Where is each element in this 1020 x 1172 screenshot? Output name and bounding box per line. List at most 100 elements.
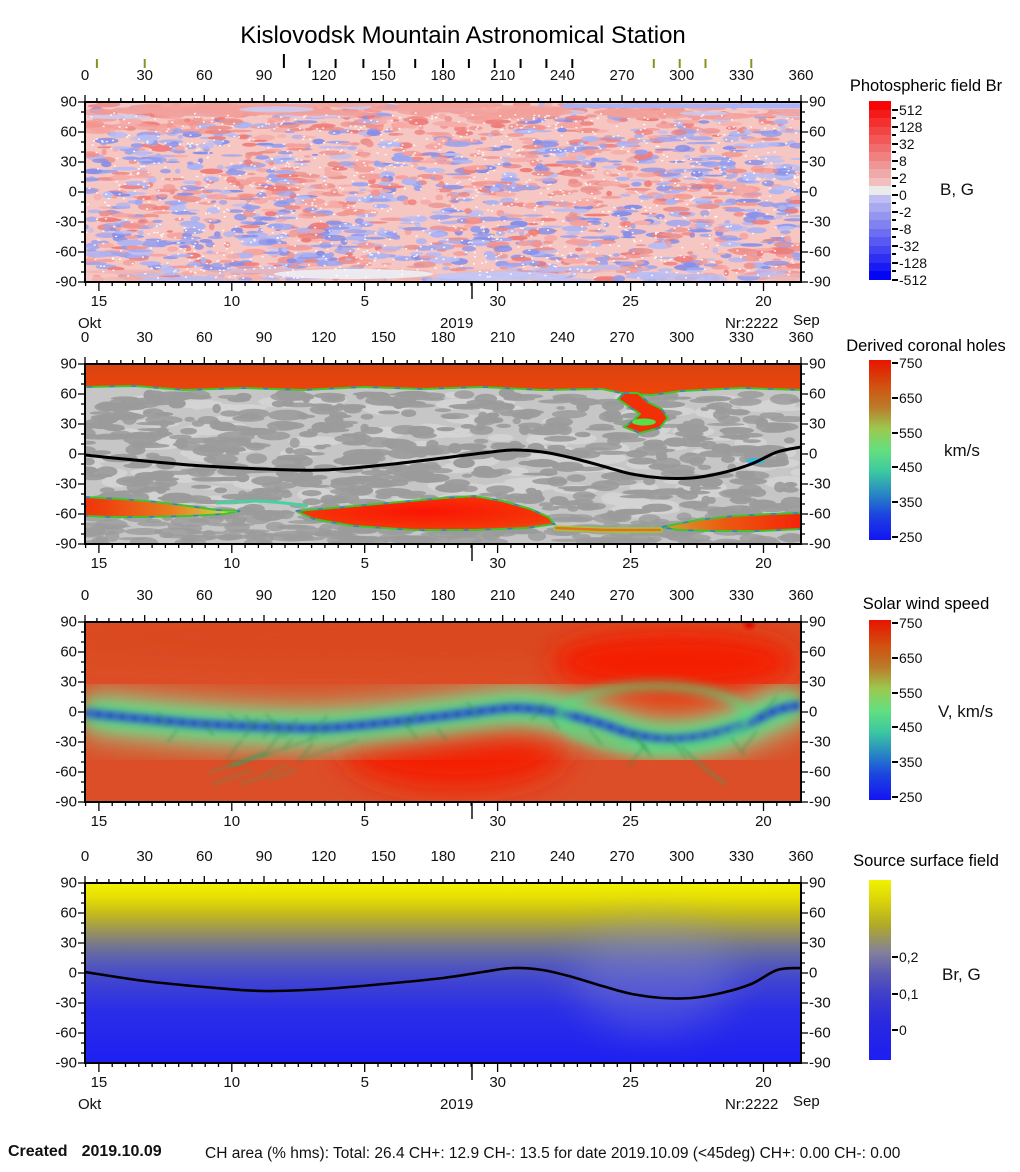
lon-tick-label: 180 xyxy=(430,587,456,604)
colorbar-minor-tick xyxy=(892,219,896,222)
solar-wind-speed-map xyxy=(78,615,808,819)
lon-tick-label: 120 xyxy=(311,67,337,84)
colorbar-tick-label: 0 xyxy=(899,1022,907,1039)
lat-tick-label: 60 xyxy=(809,385,826,403)
colorbar-tick xyxy=(892,261,898,264)
lat-tick-label: 90 xyxy=(809,613,826,631)
lat-tick-label: 0 xyxy=(68,183,77,201)
colorbar-wind-speed xyxy=(869,620,891,800)
unit-label-bg: B, G xyxy=(940,180,975,199)
lat-tick-label: -90 xyxy=(55,273,77,291)
lon-tick-label: 330 xyxy=(728,329,754,346)
month-label-right: Sep xyxy=(793,1093,820,1110)
colorbar-segment xyxy=(869,109,891,119)
lat-tick-label: 60 xyxy=(60,385,77,403)
lon-tick-label: 120 xyxy=(311,848,337,865)
date-tick-label: 20 xyxy=(755,813,772,830)
colorbar-tick-label: 32 xyxy=(899,135,915,152)
colorbar-tick-label: 0,2 xyxy=(899,949,919,966)
lat-tick-label: 0 xyxy=(809,703,818,721)
colorbar-segment xyxy=(869,254,891,264)
lat-tick-label: 0 xyxy=(68,445,77,463)
colorbar-title-source-surface: Source surface field xyxy=(853,852,999,870)
lon-tick-label: 150 xyxy=(370,848,396,865)
lon-tick-label: 90 xyxy=(255,587,273,604)
date-tick-label: 25 xyxy=(622,293,639,310)
lon-tick-label: 0 xyxy=(80,67,90,84)
colorbar-minor-tick xyxy=(892,117,896,120)
lon-tick-label: 270 xyxy=(609,67,635,84)
lon-tick-label: 270 xyxy=(609,587,635,604)
date-tick-label: 15 xyxy=(90,813,108,830)
colorbar-tick-label: 8 xyxy=(899,152,907,169)
lon-tick-label: 210 xyxy=(490,67,516,84)
lon-tick-label: 240 xyxy=(549,67,575,84)
lat-tick-label: 30 xyxy=(60,153,77,171)
colorbar-segment xyxy=(869,143,891,153)
lat-tick-label: -90 xyxy=(809,535,831,553)
created-stamp: Created 2019.10.09 xyxy=(8,1143,176,1161)
colorbar-tick-label: 450 xyxy=(899,719,923,736)
lat-tick-label: 30 xyxy=(809,415,826,433)
date-tick-label: 15 xyxy=(90,1074,108,1091)
colorbar-tick-label: 2 xyxy=(899,169,907,186)
lon-tick-label: 240 xyxy=(549,587,575,604)
lat-tick-label: 90 xyxy=(60,874,77,892)
colorbar-tick-label: 512 xyxy=(899,101,923,118)
date-tick-label: 15 xyxy=(90,555,108,572)
lat-tick-label: -90 xyxy=(809,273,831,291)
colorbar-title-wind-speed: Solar wind speed xyxy=(862,595,990,613)
colorbar-tick-label: 250 xyxy=(899,789,923,806)
lon-tick-label: 0 xyxy=(80,329,90,346)
colorbar-tick-label: 650 xyxy=(899,389,923,406)
lat-tick-label: -60 xyxy=(55,763,77,781)
unit-label-kms: km/s xyxy=(944,441,980,460)
date-tick-label: 5 xyxy=(360,813,369,830)
source-surface-field-map xyxy=(78,876,808,1080)
lat-tick-label: 60 xyxy=(60,643,77,661)
lon-tick-label: 270 xyxy=(609,848,635,865)
lon-tick-label: 300 xyxy=(669,848,695,865)
lat-tick-label: 90 xyxy=(809,93,826,111)
colorbar-source-surface xyxy=(869,880,891,1060)
lat-tick-label: -60 xyxy=(55,1024,77,1042)
colorbar-title-photospheric: Photospheric field Br xyxy=(849,77,1003,95)
colorbar-tick-label: -2 xyxy=(899,203,912,220)
lon-tick-label: 120 xyxy=(311,329,337,346)
lon-tick-label: 0 xyxy=(80,848,90,865)
lat-tick-label: 60 xyxy=(60,904,77,922)
colorbar-segment xyxy=(869,126,891,136)
colorbar-tick xyxy=(892,691,898,694)
lat-tick-label: 90 xyxy=(60,93,77,111)
date-tick-label: 30 xyxy=(489,555,507,572)
lon-tick-label: 150 xyxy=(370,67,396,84)
colorbar-photospheric xyxy=(869,101,891,281)
lon-tick-label: 360 xyxy=(788,67,814,84)
rotation-number: Nr:2222 xyxy=(725,1096,779,1113)
lat-tick-label: 90 xyxy=(60,355,77,373)
colorbar-segment xyxy=(869,262,891,272)
date-tick-label: 5 xyxy=(360,555,369,572)
colorbar-minor-tick xyxy=(892,270,896,273)
date-tick-label: 20 xyxy=(755,1074,772,1091)
date-tick-label: 25 xyxy=(622,1074,639,1091)
date-tick-label: 25 xyxy=(622,813,639,830)
colorbar-tick-label: 650 xyxy=(899,649,923,666)
colorbar-tick-label: 550 xyxy=(899,424,923,441)
colorbar-tick xyxy=(892,761,898,764)
colorbar-segment xyxy=(869,186,891,196)
colorbar-tick-label: 350 xyxy=(899,494,923,511)
lon-tick-label: 300 xyxy=(669,67,695,84)
lat-tick-label: -30 xyxy=(55,733,77,751)
colorbar-tick xyxy=(892,621,898,624)
lon-tick-label: 210 xyxy=(490,329,516,346)
lat-tick-label: -60 xyxy=(809,1024,831,1042)
lon-tick-label: 360 xyxy=(788,329,814,346)
lon-tick-label: 180 xyxy=(430,848,456,865)
lon-tick-label: 60 xyxy=(195,67,213,84)
date-tick-label: 10 xyxy=(223,1074,241,1091)
lat-tick-label: -60 xyxy=(809,763,831,781)
lat-tick-label: 30 xyxy=(60,673,77,691)
lat-tick-label: 0 xyxy=(809,964,818,982)
